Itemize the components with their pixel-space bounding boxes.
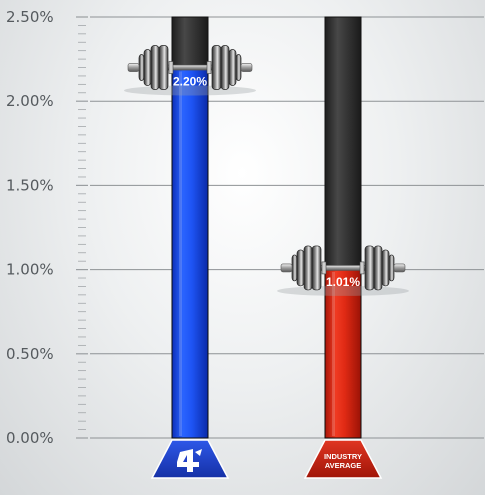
y-tick-label: 2.50% <box>6 8 54 26</box>
barbells: 2.20% 1.01% <box>124 45 409 296</box>
y-tick-label: 1.00% <box>6 261 54 279</box>
badge-label: INDUSTRY <box>324 452 362 461</box>
y-axis: 2.50% 2.00% 1.50% 1.00% 0.50% 0.00% <box>6 8 88 447</box>
y-tick-label: 1.50% <box>6 176 54 194</box>
value-label: 1.01% <box>326 275 360 289</box>
y-tick-label: 0.00% <box>6 429 54 447</box>
bar <box>171 67 209 439</box>
value-label: 2.20% <box>173 75 207 89</box>
y-tick-label: 0.50% <box>6 345 54 363</box>
barbell-icon <box>124 45 256 96</box>
bar <box>324 267 362 439</box>
company-4-logo <box>177 449 202 472</box>
bar-highlight <box>179 71 182 437</box>
bar-highlight <box>332 271 335 436</box>
barbell-icon <box>277 245 409 296</box>
badge-label: AVERAGE <box>325 461 362 470</box>
bars <box>171 16 362 439</box>
gridlines <box>90 16 484 439</box>
company-badge <box>150 439 230 479</box>
y-tick-label: 2.00% <box>6 92 54 110</box>
